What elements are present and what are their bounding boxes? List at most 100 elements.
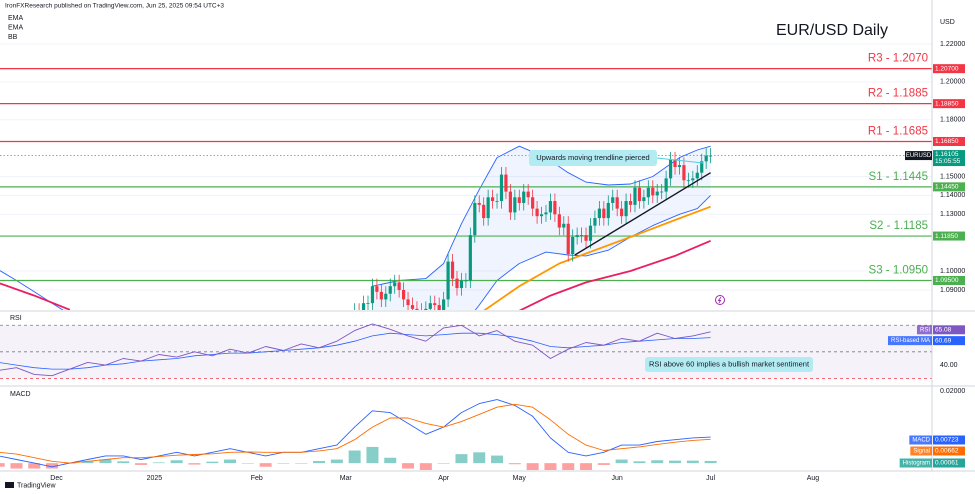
- candle-body: [642, 197, 646, 202]
- candle-body: [655, 191, 659, 196]
- candle-body: [682, 165, 686, 181]
- candle-body: [677, 165, 682, 168]
- alert-icon: [715, 295, 725, 305]
- price-tag-box: [933, 150, 965, 167]
- tag-value-box: [933, 435, 965, 445]
- histogram-bar: [437, 463, 450, 464]
- histogram-bar: [277, 463, 290, 464]
- tag-value: 1.20700: [935, 65, 959, 72]
- candle-body: [446, 261, 450, 300]
- candle-body: [450, 261, 455, 279]
- macd-pane: [0, 399, 717, 470]
- y-tick-label: 1.18000: [940, 117, 965, 124]
- level-name: S1 - 1.1445: [869, 171, 928, 183]
- y-tick-label: 1.14000: [940, 192, 965, 199]
- level-name: R3 - 1.2070: [868, 53, 928, 65]
- candle-body: [473, 202, 477, 236]
- histogram-bar: [491, 455, 504, 464]
- candle-body: [700, 161, 704, 173]
- level-tag: 1.18850: [933, 99, 965, 109]
- ema-line: [0, 239, 711, 310]
- x-tick-label: Feb: [251, 475, 263, 482]
- tag-name-box: [910, 446, 932, 456]
- candle-body: [646, 187, 650, 198]
- x-tick-label: 2025: [147, 475, 163, 482]
- candle-body: [575, 235, 579, 237]
- tag-value-box: [933, 231, 965, 241]
- candle-body: [597, 208, 601, 219]
- annotation-box: [645, 357, 813, 372]
- symbol-tag-box: [905, 151, 932, 161]
- level-tag: 1.16850: [933, 136, 965, 146]
- level-name: R2 - 1.1885: [868, 88, 928, 100]
- legend-entry: EMA: [8, 15, 24, 22]
- x-tick-label: Jul: [706, 475, 715, 482]
- candle-body: [526, 191, 530, 198]
- price-tag: 1.16105: [935, 151, 959, 158]
- candle-body: [393, 282, 397, 287]
- candle-body: [588, 225, 593, 241]
- x-tick-label: Jun: [612, 475, 623, 482]
- tag-name: RSI: [920, 327, 930, 333]
- histogram-bar: [313, 460, 326, 464]
- annotation-text: RSI above 60 implies a bullish market se…: [649, 359, 810, 368]
- candle-body: [388, 286, 392, 294]
- candle-body: [571, 236, 575, 255]
- annotation: Upwards moving trendline pierced: [529, 150, 704, 166]
- histogram-bar: [651, 460, 664, 464]
- candle-body: [579, 235, 584, 236]
- symbol-tag: EURUSD: [906, 153, 932, 159]
- candle-body: [370, 286, 375, 304]
- candle-body: [375, 286, 379, 292]
- histogram-bar: [669, 460, 682, 464]
- tag-name-box: [916, 325, 932, 335]
- candle-body: [624, 201, 628, 217]
- candle-body: [442, 299, 446, 310]
- candle-body: [513, 197, 517, 213]
- y-tick-label: 40.00: [940, 362, 958, 369]
- histogram-bar: [455, 454, 468, 464]
- level-tag: 1.09500: [933, 275, 965, 285]
- candle-body: [517, 197, 521, 203]
- y-tick-label: 0.02000: [940, 388, 965, 395]
- candle-body: [486, 197, 490, 219]
- candle-body: [397, 282, 401, 290]
- histogram-bar: [10, 463, 23, 469]
- x-tick-label: Dec: [50, 475, 63, 482]
- candle-body: [668, 159, 673, 179]
- pane-title: RSI: [10, 315, 22, 322]
- histogram-bar: [46, 463, 59, 469]
- histogram-bar: [81, 461, 94, 464]
- macd-line: [0, 403, 711, 464]
- value-tag: 0.00723 MACD: [909, 435, 965, 445]
- ema-line: [483, 205, 711, 310]
- y-tick-label: 1.10000: [940, 268, 965, 275]
- histogram-bar: [348, 450, 361, 464]
- value-tag: 60.69 RSI-based MA: [887, 336, 965, 346]
- histogram-bar: [170, 460, 183, 464]
- x-tick-label: Apr: [438, 475, 450, 482]
- tag-value-box: [933, 446, 965, 456]
- candle-body: [686, 180, 690, 182]
- histogram-bar: [188, 463, 201, 465]
- histogram-bar: [241, 463, 254, 464]
- logo-text: TradingView: [17, 482, 56, 489]
- level-name: S2 - 1.1185: [869, 220, 928, 232]
- tag-value: 0.00662: [935, 448, 959, 455]
- histogram-bar: [562, 463, 575, 470]
- candle-body: [428, 303, 432, 309]
- candle-body: [482, 204, 486, 219]
- tag-name-box: [887, 336, 932, 346]
- histogram-bar: [384, 457, 397, 464]
- y-tick-label: 1.15000: [940, 173, 965, 180]
- tag-value: 1.09500: [935, 277, 959, 284]
- candle-body: [602, 208, 606, 219]
- candle-body: [562, 223, 566, 228]
- tag-name-box: [909, 435, 932, 445]
- y-tick-label: 1.22000: [940, 41, 965, 48]
- tag-name: Signal: [913, 449, 930, 455]
- legend-entry: BB: [8, 34, 18, 41]
- tag-value: 60.69: [935, 337, 952, 344]
- logo-mark: [5, 482, 14, 488]
- currency: USD: [940, 19, 955, 26]
